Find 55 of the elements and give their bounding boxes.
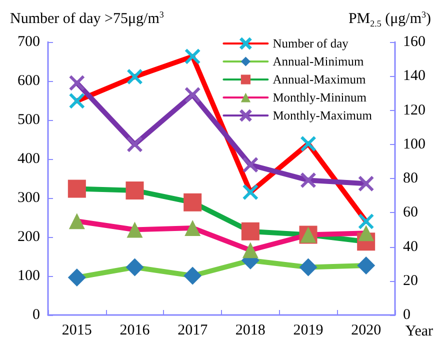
point: [126, 181, 144, 200]
legend-label: Number of day: [272, 36, 350, 50]
legend-label: Monthly-Mininum: [272, 90, 367, 104]
point: [126, 258, 144, 276]
legend-label: Annual-Minimum: [272, 54, 364, 68]
y-tick-label: 200: [18, 229, 40, 245]
y2-tick-label: 160: [403, 34, 426, 50]
x-axis-title: Year: [405, 324, 434, 340]
point: [242, 157, 258, 172]
y-tick-label: 600: [18, 73, 40, 89]
x-tick-label: 2017: [178, 322, 208, 338]
y-tick-label: 500: [18, 112, 40, 128]
point: [185, 48, 200, 64]
point: [127, 136, 142, 152]
y2-tick-label: 60: [403, 204, 418, 221]
point: [358, 176, 374, 192]
x-tick-label: 2020: [351, 322, 382, 338]
y2-tick-label: 0: [403, 307, 410, 323]
point: [68, 268, 86, 286]
point: [68, 213, 85, 230]
y2-tick-label: 100: [403, 136, 426, 152]
point: [184, 220, 201, 236]
point: [127, 69, 142, 84]
point: [126, 222, 143, 238]
y-tick-label: 300: [18, 190, 40, 206]
point: [242, 242, 258, 258]
point: [184, 266, 202, 285]
x-tick-label: 2016: [120, 322, 150, 338]
x-tick-label: 2019: [293, 322, 324, 338]
x-tick-label: 2015: [62, 322, 92, 338]
point: [69, 93, 84, 108]
point: [69, 75, 84, 90]
point: [241, 222, 260, 240]
point: [299, 258, 318, 276]
y-tick-label: 0: [32, 307, 40, 323]
y-tick-label: 100: [18, 268, 40, 284]
point: [184, 193, 202, 212]
x-tick-label: 2018: [235, 322, 266, 338]
y2-tick-label: 20: [403, 272, 418, 289]
y2-tick-label: 40: [403, 238, 418, 255]
point: [300, 172, 316, 188]
point: [300, 136, 316, 152]
point: [242, 184, 258, 200]
y2-tick-label: 120: [403, 102, 426, 118]
legend-label: Monthly-Maximum: [272, 108, 372, 122]
point: [68, 180, 86, 198]
y-tick-label: 400: [18, 151, 40, 167]
point: [185, 87, 200, 102]
point: [357, 256, 376, 275]
point: [358, 214, 374, 229]
y-tick-label: 700: [18, 34, 40, 50]
y2-tick-label: 140: [403, 68, 426, 84]
y2-tick-label: 80: [403, 170, 418, 186]
legend-label: Annual-Maximum: [272, 72, 366, 86]
point: [358, 225, 374, 242]
